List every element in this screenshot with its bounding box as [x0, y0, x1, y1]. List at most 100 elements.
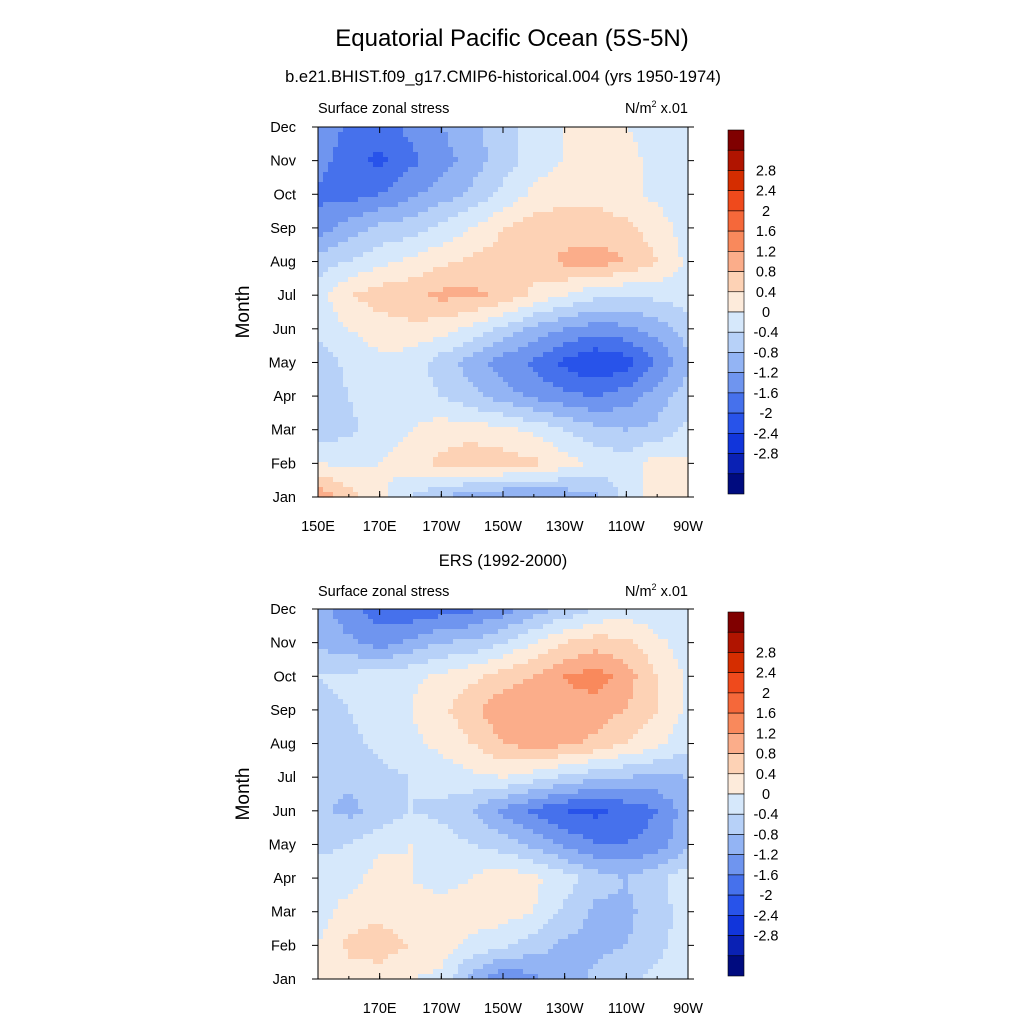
contour-cell — [333, 427, 339, 433]
contour-cell — [673, 127, 679, 133]
contour-cell — [468, 177, 474, 183]
contour-cell — [448, 247, 454, 253]
contour-cell — [388, 247, 394, 253]
contour-cell — [578, 417, 584, 423]
contour-cell — [578, 367, 584, 373]
contour-cell — [383, 352, 389, 358]
contour-cell — [428, 187, 434, 193]
contour-cell — [393, 392, 399, 398]
contour-cell — [598, 382, 604, 388]
contour-cell — [508, 302, 514, 308]
contour-cell — [438, 462, 444, 468]
contour-cell — [673, 192, 679, 198]
contour-cell — [573, 167, 579, 173]
contour-cell — [493, 142, 499, 148]
contour-cell — [623, 342, 629, 348]
contour-cell — [343, 312, 349, 318]
contour-cell — [578, 292, 584, 298]
contour-cell — [333, 137, 339, 143]
contour-cell — [683, 232, 689, 238]
contour-cell — [483, 442, 489, 448]
contour-cell — [338, 167, 344, 173]
contour-cell — [493, 322, 499, 328]
contour-cell — [533, 152, 539, 158]
contour-cell — [613, 207, 619, 213]
contour-cell — [413, 452, 419, 458]
contour-cell — [628, 367, 634, 373]
contour-cell — [353, 412, 359, 418]
contour-cell — [523, 152, 529, 158]
contour-cell — [598, 222, 604, 228]
contour-cell — [468, 297, 474, 303]
contour-cell — [533, 187, 539, 193]
contour-cell — [528, 352, 534, 358]
contour-cell — [483, 272, 489, 278]
contour-cell — [363, 202, 369, 208]
contour-cell — [403, 402, 409, 408]
contour-cell — [488, 202, 494, 208]
contour-cell — [443, 387, 449, 393]
contour-cell — [623, 187, 629, 193]
contour-cell — [558, 337, 564, 343]
contour-cell — [593, 332, 599, 338]
contour-cell — [633, 167, 639, 173]
contour-cell — [423, 372, 429, 378]
contour-cell — [428, 442, 434, 448]
contour-cell — [523, 382, 529, 388]
contour-cell — [653, 427, 659, 433]
contour-cell — [528, 142, 534, 148]
contour-cell — [343, 172, 349, 178]
contour-cell — [613, 227, 619, 233]
contour-cell — [483, 307, 489, 313]
contour-cell — [613, 147, 619, 153]
contour-cell — [318, 362, 324, 368]
contour-cell — [478, 232, 484, 238]
contour-cell — [608, 187, 614, 193]
contour-cell — [408, 127, 414, 133]
contour-cell — [358, 387, 364, 393]
contour-cell — [458, 177, 464, 183]
contour-cell — [598, 217, 604, 223]
contour-cell — [633, 352, 639, 358]
contour-cell — [393, 237, 399, 243]
contour-cell — [598, 337, 604, 343]
contour-cell — [658, 362, 664, 368]
contour-cell — [623, 297, 629, 303]
contour-cell — [563, 337, 569, 343]
contour-cell — [438, 237, 444, 243]
contour-cell — [613, 312, 619, 318]
contour-cell — [498, 457, 504, 463]
contour-cell — [548, 427, 554, 433]
contour-cell — [463, 217, 469, 223]
contour-cell — [433, 307, 439, 313]
contour-cell — [548, 327, 554, 333]
contour-cell — [388, 172, 394, 178]
contour-cell — [503, 187, 509, 193]
contour-cell — [478, 187, 484, 193]
contour-cell — [638, 227, 644, 233]
contour-cell — [423, 347, 429, 353]
contour-cell — [393, 157, 399, 163]
contour-cell — [393, 432, 399, 438]
contour-cell — [533, 157, 539, 163]
contour-cell — [328, 202, 334, 208]
contour-cell — [478, 137, 484, 143]
contour-cell — [423, 247, 429, 253]
contour-cell — [678, 142, 684, 148]
contour-cell — [328, 362, 334, 368]
contour-cell — [573, 152, 579, 158]
contour-cell — [398, 237, 404, 243]
contour-cell — [398, 387, 404, 393]
contour-cell — [558, 352, 564, 358]
contour-cell — [668, 187, 674, 193]
contour-cell — [478, 262, 484, 268]
contour-cell — [583, 252, 589, 258]
contour-cell — [523, 177, 529, 183]
contour-cell — [588, 457, 594, 463]
contour-cell — [418, 417, 424, 423]
contour-cell — [473, 432, 479, 438]
contour-cell — [563, 362, 569, 368]
contour-cell — [473, 167, 479, 173]
contour-cell — [473, 437, 479, 443]
contour-cell — [553, 457, 559, 463]
